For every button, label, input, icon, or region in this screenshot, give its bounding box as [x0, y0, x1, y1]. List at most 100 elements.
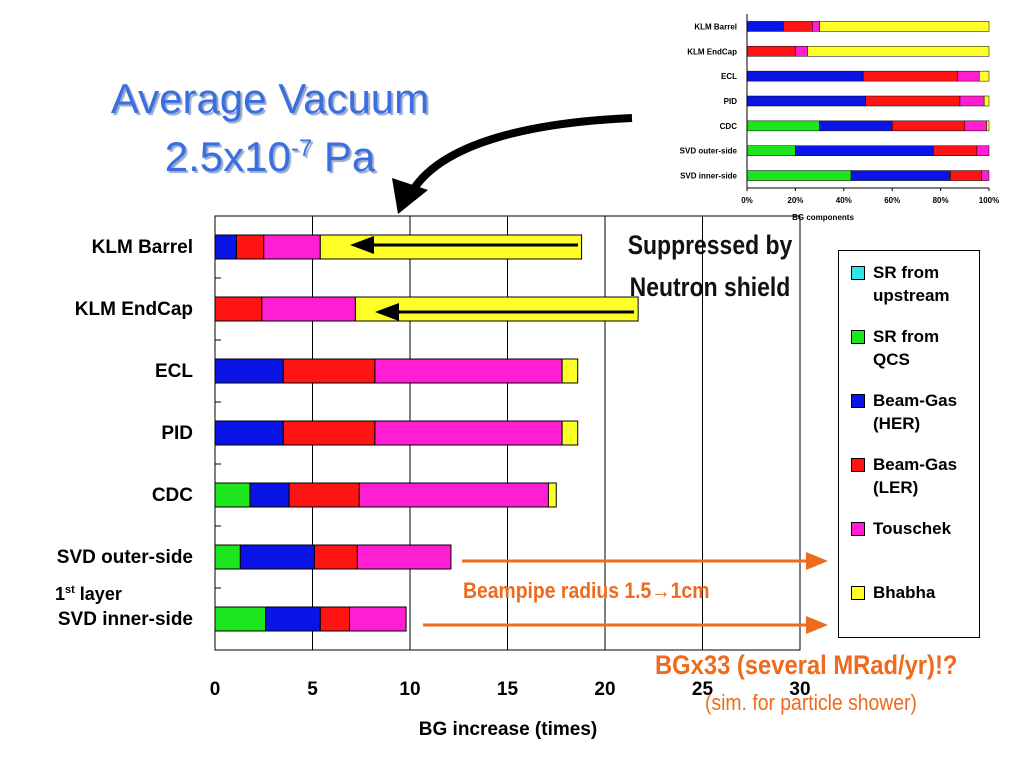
legend-swatch-touschek — [851, 522, 865, 536]
title-unit: Pa — [312, 133, 376, 180]
inset-bar-ecl-touschek — [957, 70, 980, 82]
inset-x-tick-label: 20% — [787, 196, 803, 205]
bar-svd-inner-side-beam-gas-ler — [319, 606, 351, 632]
inset-bar-klm-barrel-bhabha — [819, 21, 990, 32]
legend-swatch-sr-upstream — [851, 266, 865, 280]
category-label-klm-barrel: KLM Barrel — [92, 237, 193, 258]
inset-bar-cdc-beam-gas-her — [819, 120, 893, 132]
beampipe-note: Beampipe radius 1.5→1cm — [463, 578, 709, 604]
bar-klm-endcap-touschek — [261, 296, 356, 322]
x-tick-label: 15 — [497, 679, 519, 700]
legend-label-line: Beam-Gas — [873, 455, 958, 474]
category-label-cdc: CDC — [152, 485, 193, 506]
inset-bar-klm-barrel-beam-gas-her — [746, 21, 784, 32]
inset-bar-klm-endcap-touschek — [795, 46, 808, 57]
bar-klm-barrel-beam-gas-her — [214, 234, 237, 260]
bar-ecl-touschek — [374, 358, 563, 384]
bar-svd-inner-side-beam-gas-her — [265, 606, 321, 632]
legend-label-line: SR from — [873, 263, 940, 282]
inset-x-tick-label: 100% — [979, 196, 999, 205]
bgx33-note: BGx33 (several MRad/yr)!? — [655, 650, 958, 680]
inset-bar-cdc-touschek — [964, 120, 987, 132]
inset-x-tick-label: 60% — [884, 196, 900, 205]
klm-barrel-arrow-head — [350, 236, 374, 254]
legend-label: SR from QCS — [873, 325, 939, 371]
legend-label-line: (HER) — [873, 414, 921, 433]
legend-label: Bhabha — [873, 581, 935, 604]
inset-bar-cdc-sr-from-qcs — [746, 120, 820, 132]
inset-bar-cdc-bhabha — [986, 120, 990, 132]
legend-label-line: Touschek — [873, 519, 952, 538]
beampipe-pre: Beampipe radius 1.5 — [463, 578, 652, 603]
bar-pid-beam-gas-her — [214, 420, 284, 446]
suppressed-note: Suppressed by Neutron shield — [604, 224, 817, 308]
x-tick-label: 10 — [399, 679, 420, 700]
bar-pid-beam-gas-ler — [282, 420, 376, 446]
title-line2: 2.5x10-7 Pa — [40, 124, 500, 182]
inset-x-tick-label: 40% — [836, 196, 852, 205]
bar-svd-outer-side-beam-gas-ler — [313, 544, 358, 570]
inset-x-axis-label: BG components — [792, 213, 854, 222]
bar-svd-outer-side-touschek — [356, 544, 452, 570]
inset-x-tick-label: 80% — [933, 196, 949, 205]
beampipe-arrow-glyph: → — [651, 578, 671, 603]
category-label-klm-endcap: KLM EndCap — [75, 299, 193, 320]
bar-cdc-sr-from-qcs — [214, 482, 251, 508]
vacuum-arrow-head — [392, 178, 428, 214]
title-base: 2.5x10 — [164, 133, 291, 180]
inset-bar-svd-outer-side-beam-gas-ler — [933, 145, 978, 156]
legend-swatch-beamgas-her — [851, 394, 865, 408]
bar-svd-inner-side-touschek — [349, 606, 407, 632]
suppressed-note-line-1: Suppressed by — [627, 230, 793, 260]
inset-bar-svd-outer-side-sr-from-qcs — [746, 145, 796, 156]
suppressed-note-text: Suppressed by Neutron shield — [604, 224, 817, 308]
bar-cdc-bhabha — [547, 482, 557, 508]
inset-bar-svd-inner-side-sr-from-qcs — [746, 170, 852, 181]
inset-category-label-cdc: CDC — [720, 122, 738, 131]
inset-category-label-klm-endcap: KLM EndCap — [687, 47, 737, 56]
inset-bar-klm-barrel-beam-gas-ler — [783, 21, 813, 32]
inset-bg-components-chart: 0% 20% 40% 60% 80% 100% KLM Barrel KLM EndCap EC… — [680, 14, 999, 222]
bar-klm-barrel-touschek — [263, 234, 321, 260]
bar-pid-bhabha — [561, 420, 579, 446]
slide-title: Average Vacuum 2.5x10-7 Pa — [40, 74, 500, 182]
inset-bar-ecl-beam-gas-her — [746, 70, 864, 82]
bar-ecl-bhabha — [561, 358, 579, 384]
beampipe-arrow-2-head — [806, 616, 828, 634]
inset-bar-svd-inner-side-beam-gas-her — [850, 170, 951, 181]
plot-frame — [214, 215, 801, 651]
bar-svd-inner-side-sr-from-qcs — [214, 606, 267, 632]
layer-post: layer — [74, 584, 122, 604]
inset-bar-svd-inner-side-touschek — [981, 170, 990, 181]
legend-label: SR from upstream — [873, 261, 950, 307]
bar-pid-touschek — [374, 420, 563, 446]
x-tick-label: 20 — [594, 679, 615, 700]
legend-label: Beam-Gas (LER) — [873, 453, 957, 499]
legend-label-line: upstream — [873, 286, 950, 305]
legend-swatch-sr-qcs — [851, 330, 865, 344]
x-tick-label: 30 — [789, 679, 810, 700]
inset-category-label-svd-inner-side: SVD inner-side — [680, 172, 737, 181]
bar-ecl-beam-gas-her — [214, 358, 284, 384]
bar-svd-outer-side-beam-gas-her — [239, 544, 315, 570]
simulation-note: (sim. for particle shower) — [705, 690, 917, 715]
inset-bar-svd-outer-side-beam-gas-her — [795, 145, 934, 156]
inset-bar-cdc-beam-gas-ler — [891, 120, 966, 132]
beampipe-post: 1cm — [670, 578, 710, 603]
legend-label: Beam-Gas (HER) — [873, 389, 957, 435]
layer-num: 1 — [55, 584, 66, 604]
vacuum-curved-arrow — [406, 114, 633, 198]
legend: SR from upstream SR from QCS Beam-Gas (HER) Be… — [838, 250, 980, 638]
category-label-svd-outer-side: SVD outer-side — [57, 547, 193, 568]
x-tick-label: 25 — [692, 679, 714, 700]
bar-svd-outer-side-sr-from-qcs — [214, 544, 241, 570]
title-line1: Average Vacuum — [110, 75, 430, 122]
inset-bar-pid-beam-gas-her — [746, 95, 866, 107]
category-label-ecl: ECL — [155, 361, 193, 382]
inset-bar-pid-touschek — [959, 95, 985, 107]
legend-label-line: QCS — [873, 350, 910, 369]
layer-sup: st — [65, 584, 75, 596]
bar-cdc-beam-gas-her — [249, 482, 290, 508]
legend-label-line: (LER) — [873, 478, 919, 497]
